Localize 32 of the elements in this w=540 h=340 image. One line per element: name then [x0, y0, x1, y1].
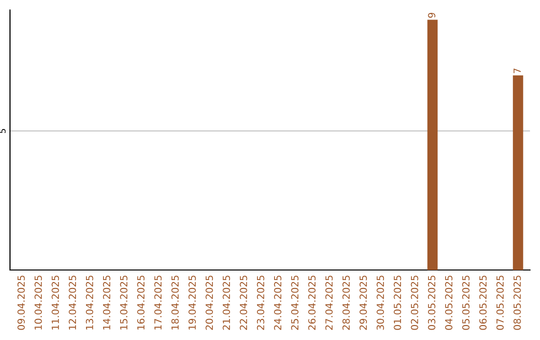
x-tick-label: 05.05.2025 — [462, 276, 470, 330]
x-tick-label: 14.04.2025 — [102, 276, 110, 330]
data-label: 7 — [514, 68, 521, 74]
x-tick-label: 10.04.2025 — [34, 276, 42, 330]
x-tick-label: 11.04.2025 — [52, 276, 60, 330]
x-tick-label: 19.04.2025 — [188, 276, 196, 330]
x-tick-label: 18.04.2025 — [171, 276, 179, 330]
x-tick-label: 25.04.2025 — [291, 276, 298, 330]
x-tick-label: 16.04.2025 — [137, 276, 145, 330]
data-label: 9 — [428, 12, 436, 18]
x-tick-label: 09.04.2025 — [17, 276, 25, 330]
x-tick-label: 15.04.2025 — [120, 276, 128, 330]
x-tick-label: 07.05.2025 — [496, 276, 504, 330]
x-tick-label: 06.05.2025 — [479, 276, 487, 330]
x-tick-label: 26.04.2025 — [308, 276, 316, 330]
x-tick-label: 29.04.2025 — [360, 276, 367, 330]
x-tick-label: 28.04.2025 — [342, 276, 350, 330]
x-tick-label: 20.04.2025 — [206, 276, 213, 330]
x-tick-label: 08.05.2025 — [513, 276, 521, 330]
x-tick-label: 22.04.2025 — [240, 276, 248, 330]
x-tick-label: 30.04.2025 — [376, 276, 384, 330]
x-tick-label: 12.04.2025 — [68, 276, 76, 330]
x-tick-label: 03.05.2025 — [428, 276, 436, 330]
x-tick-label: 01.05.2025 — [394, 276, 402, 330]
x-tick-label: 21.04.2025 — [222, 276, 230, 330]
x-tick-label: 02.05.2025 — [410, 276, 418, 330]
x-tick-label: 27.04.2025 — [325, 276, 333, 330]
x-tick-label: 23.04.2025 — [256, 276, 264, 330]
x-tick-label: 04.05.2025 — [445, 276, 452, 330]
x-tick-label: 24.04.2025 — [274, 276, 282, 330]
x-tick-label: 13.04.2025 — [86, 276, 94, 330]
x-tick-label: 17.04.2025 — [154, 276, 162, 330]
